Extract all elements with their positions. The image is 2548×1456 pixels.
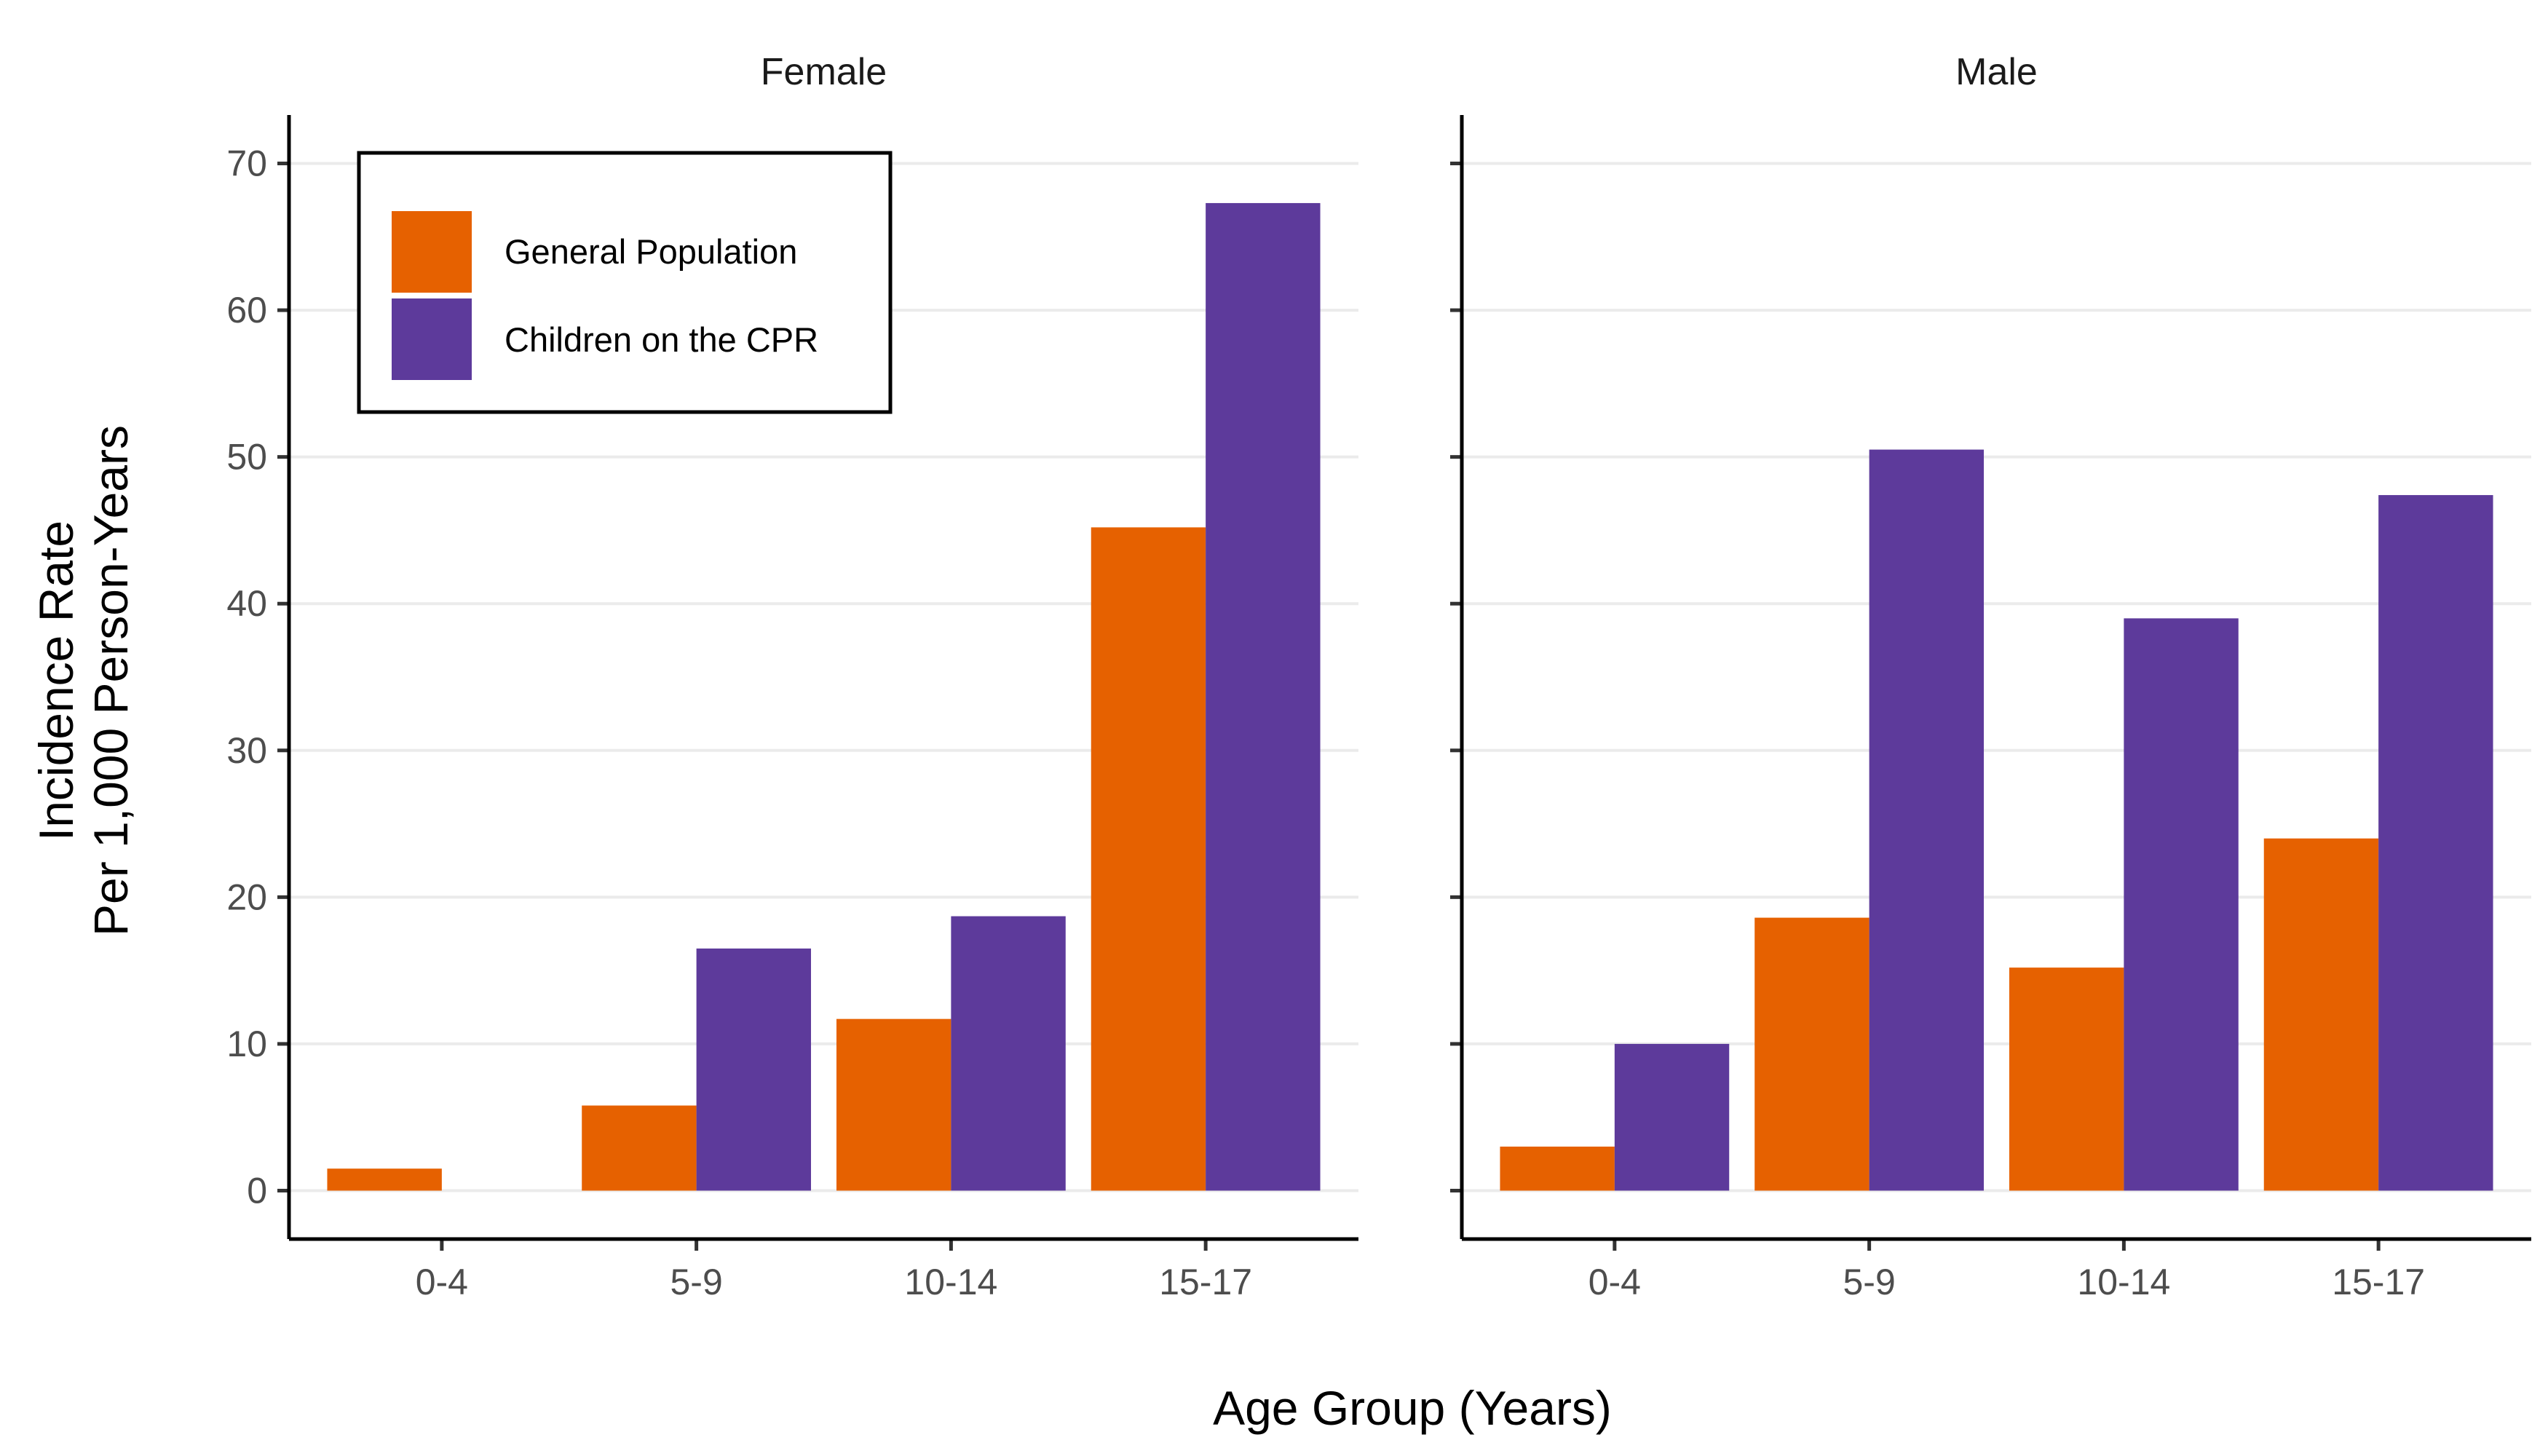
x-axis-title: Age Group (Years): [1213, 1381, 1612, 1435]
x-tick-label-0-4: 0-4: [416, 1262, 468, 1302]
y-tick-label-40: 40: [226, 583, 267, 624]
panel-title-female: Female: [761, 51, 887, 93]
legend-label-general-population: General Population: [505, 232, 797, 271]
y-tick-label-60: 60: [226, 290, 267, 331]
legend-label-children-on-the-cpr: Children on the CPR: [505, 320, 818, 359]
x-tick-label-15-17: 15-17: [1159, 1262, 1252, 1302]
x-tick-label-10-14: 10-14: [904, 1262, 997, 1302]
bar-male-children-on-the-cpr-0-4: [1614, 1043, 1730, 1191]
legend-key-children-on-the-cpr: [392, 298, 472, 380]
x-tick-label-0-4: 0-4: [1588, 1262, 1641, 1302]
bar-male-children-on-the-cpr-10-14: [2124, 618, 2239, 1191]
bar-female-children-on-the-cpr-5-9: [696, 948, 812, 1191]
panel-male: 0-4 5-9 10-14 15-17 Male: [1450, 51, 2531, 1302]
panel-title-male: Male: [1955, 51, 2038, 93]
bar-female-general-population-10-14: [836, 1018, 951, 1191]
bar-female-general-population-0-4: [327, 1168, 442, 1191]
x-tick-label-5-9: 5-9: [670, 1262, 722, 1302]
y-tick-label-70: 70: [226, 143, 267, 184]
legend-key-general-population: [392, 211, 472, 293]
x-tick-label-15-17: 15-17: [2332, 1262, 2425, 1302]
x-tick-label-10-14: 10-14: [2077, 1262, 2170, 1302]
legend: General Population Children on the CPR: [357, 151, 893, 414]
y-axis-title-line-2: Per 1,000 Person-Years: [84, 425, 138, 936]
y-tick-label-10: 10: [226, 1024, 267, 1064]
bar-female-general-population-5-9: [582, 1105, 697, 1191]
bar-male-general-population-5-9: [1754, 917, 1870, 1191]
bar-male-general-population-10-14: [2009, 968, 2124, 1191]
bar-male-children-on-the-cpr-15-17: [2378, 495, 2493, 1191]
bar-female-children-on-the-cpr-10-14: [951, 916, 1066, 1191]
bar-male-general-population-15-17: [2263, 838, 2379, 1191]
y-axis-title-line-1: Incidence Rate: [29, 521, 83, 841]
y-tick-label-30: 30: [226, 730, 267, 771]
bar-male-general-population-0-4: [1500, 1147, 1615, 1191]
y-tick-label-0: 0: [247, 1170, 267, 1211]
panel-female: 0-4 5-9 10-14 15-17 0 10 20 30 40 50 60 70 Female: [226, 51, 1358, 1302]
panels: 0-4 5-9 10-14 15-17010203040506070Female0-4…: [226, 51, 2531, 1302]
x-tick-label-5-9: 5-9: [1843, 1262, 1895, 1302]
bar-female-children-on-the-cpr-15-17: [1206, 202, 1321, 1191]
bar-male-children-on-the-cpr-5-9: [1869, 449, 1985, 1191]
bar-female-general-population-15-17: [1091, 527, 1206, 1191]
y-tick-label-20: 20: [226, 877, 267, 917]
y-tick-label-50: 50: [226, 437, 267, 478]
